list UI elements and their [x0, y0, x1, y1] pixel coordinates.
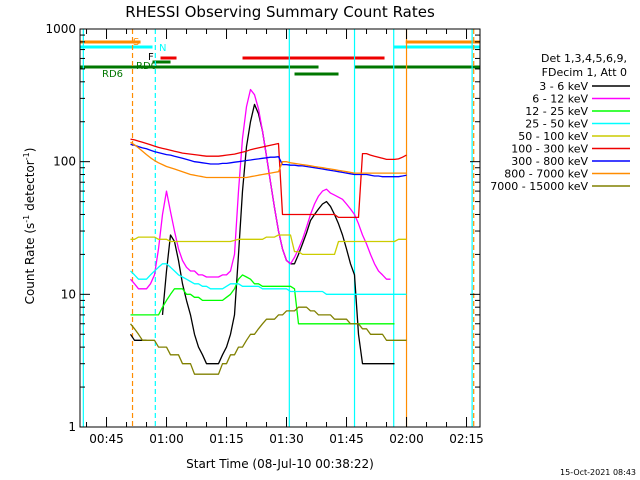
- axes: 1 10 100 1000 00:45 01:00 01:15 01:30 01:45 02:00…: [45, 22, 483, 446]
- series-line-7: [130, 141, 407, 179]
- attenuator-lines: [82, 29, 475, 427]
- y-label-end: ): [23, 148, 37, 153]
- series-group: [129, 88, 407, 375]
- legend-entry-label: 25 - 50 keV: [525, 118, 588, 131]
- flag-label-s: S: [133, 37, 139, 48]
- flag-label-rd6: RD6: [102, 69, 123, 80]
- y-tick-label: 10: [61, 287, 76, 301]
- x-axis-label: Start Time (08-Jul-10 00:38:22): [186, 457, 374, 471]
- footer-timestamp: 15-Oct-2021 08:43: [560, 468, 636, 477]
- x-tick-label: 01:45: [329, 432, 364, 446]
- legend-entry-label: 300 - 800 keV: [511, 155, 588, 168]
- chart-title: RHESSI Observing Summary Count Rates: [125, 3, 435, 21]
- series-line-6: [130, 143, 407, 178]
- legend-entry-label: 50 - 100 keV: [518, 130, 588, 143]
- flag-label-f: F: [148, 52, 154, 63]
- y-label-mid: detector: [23, 160, 37, 215]
- y-tick-label: 1000: [45, 22, 76, 36]
- legend-entry-label: 7000 - 15000 keV: [490, 180, 588, 193]
- y-label-sup2: -1: [22, 152, 31, 160]
- y-tick-label: 1: [68, 420, 76, 434]
- x-tick-label: 02:00: [389, 432, 424, 446]
- legend-entry-label: 3 - 6 keV: [539, 80, 588, 93]
- series-line-1: [130, 88, 391, 290]
- legend: Det 1,3,4,5,6,9, FDecim 1, Att 0 3 - 6 k…: [490, 52, 630, 193]
- x-tick-label: 01:30: [269, 432, 304, 446]
- legend-header-line1: Det 1,3,4,5,6,9,: [541, 52, 627, 65]
- x-tick-label: 01:15: [209, 432, 244, 446]
- y-tick-label: 100: [53, 155, 76, 169]
- series-line-4: [130, 234, 407, 256]
- legend-entry-label: 6 - 12 keV: [532, 93, 588, 106]
- y-label-sup1: -1: [22, 215, 31, 223]
- x-tick-label: 01:00: [149, 432, 184, 446]
- y-label-main: Count Rate (s: [23, 223, 37, 305]
- flag-label-n: N: [159, 43, 166, 54]
- y-axis-label: Count Rate (s-1 detector-1): [22, 148, 37, 305]
- series-line-8: [129, 306, 407, 375]
- x-tick-label: 00:45: [89, 432, 124, 446]
- legend-header-line2: FDecim 1, Att 0: [542, 66, 627, 79]
- plot-frame: [79, 28, 481, 428]
- x-tick-label: 02:15: [449, 432, 484, 446]
- flag-label-rd0: RD0: [136, 61, 157, 72]
- legend-entry-label: 800 - 7000 keV: [504, 168, 588, 181]
- legend-entry-label: 100 - 300 keV: [511, 143, 588, 156]
- series-line-3: [130, 263, 407, 295]
- legend-entry-label: 12 - 25 keV: [525, 105, 588, 118]
- series-line-5: [130, 138, 407, 219]
